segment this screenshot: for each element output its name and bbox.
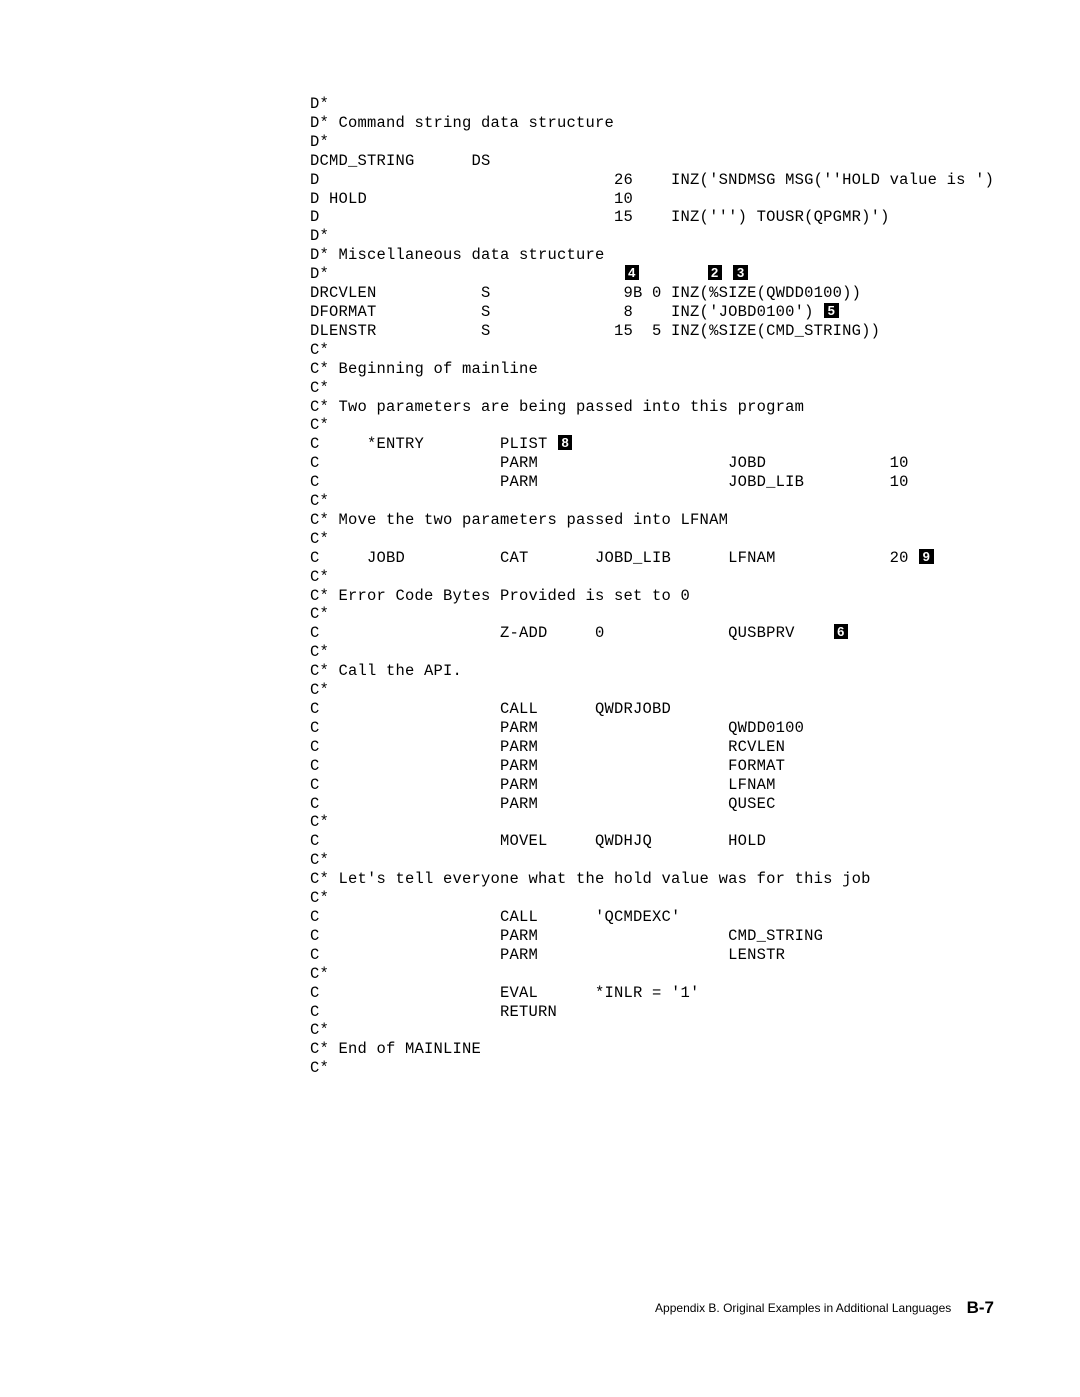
- callout-9-icon: 9: [919, 549, 933, 564]
- page: D* D* Command string data structure D* D…: [0, 0, 1080, 1397]
- page-footer: Appendix B. Original Examples in Additio…: [655, 1298, 994, 1319]
- callout-5-icon: 5: [824, 303, 838, 318]
- page-number: B-7: [967, 1298, 994, 1317]
- callout-3-icon: 3: [733, 265, 747, 280]
- footer-text: Appendix B. Original Examples in Additio…: [655, 1301, 951, 1315]
- callout-2-icon: 2: [708, 265, 722, 280]
- callout-8-icon: 8: [558, 435, 572, 450]
- callout-4-icon: 4: [625, 265, 639, 280]
- code-listing: D* D* Command string data structure D* D…: [310, 95, 1080, 1078]
- callout-6-icon: 6: [834, 624, 848, 639]
